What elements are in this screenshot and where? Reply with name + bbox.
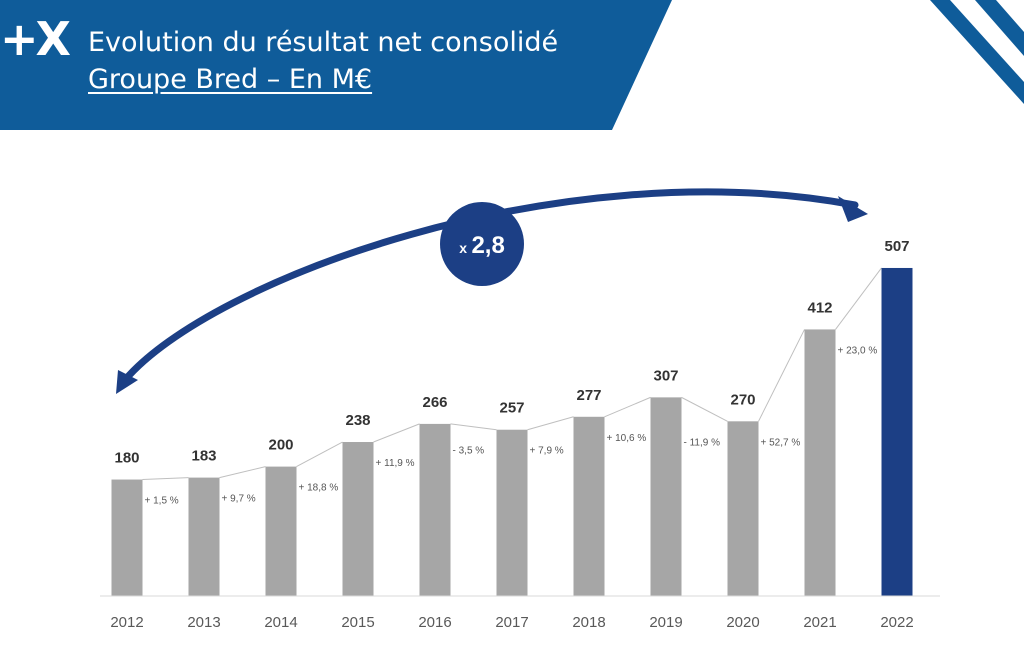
growth-label-2022: + 23,0 % [838, 345, 878, 356]
bars [111, 267, 913, 596]
tick-label-2017: 2017 [495, 614, 528, 631]
bar-2012 [111, 479, 143, 596]
growth-label-2017: - 3,5 % [453, 446, 485, 457]
bar-2019 [650, 397, 682, 596]
bar-2016 [419, 423, 451, 596]
tick-label-2021: 2021 [803, 614, 836, 631]
connector-line [835, 267, 882, 330]
tick-label-2018: 2018 [572, 614, 605, 631]
bar-2017 [496, 429, 528, 596]
connector-line [450, 423, 497, 431]
growth-label-2015: + 18,8 % [299, 483, 339, 494]
multiplier-badge: x 2,8 [440, 202, 524, 286]
value-label-2012: 180 [114, 450, 139, 467]
connector-line [604, 396, 651, 418]
bar-2014 [265, 466, 297, 596]
value-label-2022: 507 [884, 238, 909, 255]
arrow-head-left [116, 370, 138, 394]
brand-logo: +X [0, 12, 71, 66]
growth-label-2018: + 7,9 % [530, 446, 564, 457]
tick-label-2014: 2014 [264, 614, 297, 631]
decor-stripe-1 [930, 0, 1024, 104]
multiplier-prefix: x [459, 240, 467, 256]
connector-line [296, 441, 343, 468]
growth-label-2014: + 9,7 % [222, 494, 256, 505]
tick-label-2016: 2016 [418, 614, 451, 631]
header-banner: +X Evolution du résultat net consolidé G… [0, 0, 1024, 130]
bar-2020 [727, 421, 759, 596]
tick-label-2012: 2012 [110, 614, 143, 631]
connector-line [142, 477, 189, 481]
growth-label-2019: + 10,6 % [607, 433, 647, 444]
tick-label-2015: 2015 [341, 614, 374, 631]
growth-label-2013: + 1,5 % [145, 496, 179, 507]
growth-labels: + 1,5 % + 9,7 % + 18,8 % + 11,9 % - 3,5 % + 7… [145, 345, 878, 506]
connector-line [681, 396, 728, 422]
value-label-2016: 266 [422, 394, 447, 411]
growth-label-2020: - 11,9 % [684, 437, 721, 448]
connector-line [219, 466, 266, 479]
tick-label-2019: 2019 [649, 614, 682, 631]
bar-2015 [342, 442, 374, 596]
arrow-curve [121, 188, 859, 384]
bar-2013 [188, 477, 220, 596]
multiplier-value: 2,8 [471, 232, 504, 259]
value-label-2021: 412 [807, 299, 832, 316]
growth-label-2021: + 52,7 % [761, 437, 801, 448]
arrow-head-right [838, 196, 868, 222]
header-background [0, 0, 1024, 130]
connector-line [373, 423, 420, 443]
multiplier-circle [440, 202, 524, 286]
value-label-2018: 277 [576, 387, 601, 404]
bar-2018 [573, 416, 605, 596]
value-label-2015: 238 [345, 412, 370, 429]
page-subtitle: Groupe Bred – En M€ [88, 64, 373, 95]
connector-line [758, 329, 805, 422]
value-label-2014: 200 [268, 437, 293, 454]
header-band [0, 0, 672, 130]
value-label-2013: 183 [191, 448, 216, 465]
tick-label-2020: 2020 [726, 614, 759, 631]
multiplier-text: x 2,8 [459, 232, 505, 259]
page-title: Evolution du résultat net consolidé [88, 27, 559, 58]
tick-label-2022: 2022 [880, 614, 913, 631]
value-label-2019: 307 [653, 367, 678, 384]
growth-label-2016: + 11,9 % [376, 458, 415, 469]
value-label-2017: 257 [499, 400, 524, 417]
connector-lines [142, 267, 882, 481]
bar-2022 [881, 267, 913, 596]
connector-line [527, 416, 574, 431]
tick-label-2013: 2013 [187, 614, 220, 631]
decor-stripe-2 [975, 0, 1024, 56]
value-labels: 180 183 200 238 266 257 277 307 270 412 507 [114, 238, 909, 467]
value-label-2020: 270 [730, 391, 755, 408]
x-axis-tick-labels: 2012 2013 2014 2015 2016 2017 2018 2019 2020 2021… [110, 614, 913, 631]
bar-2021 [804, 329, 836, 596]
growth-arrow [116, 188, 868, 394]
